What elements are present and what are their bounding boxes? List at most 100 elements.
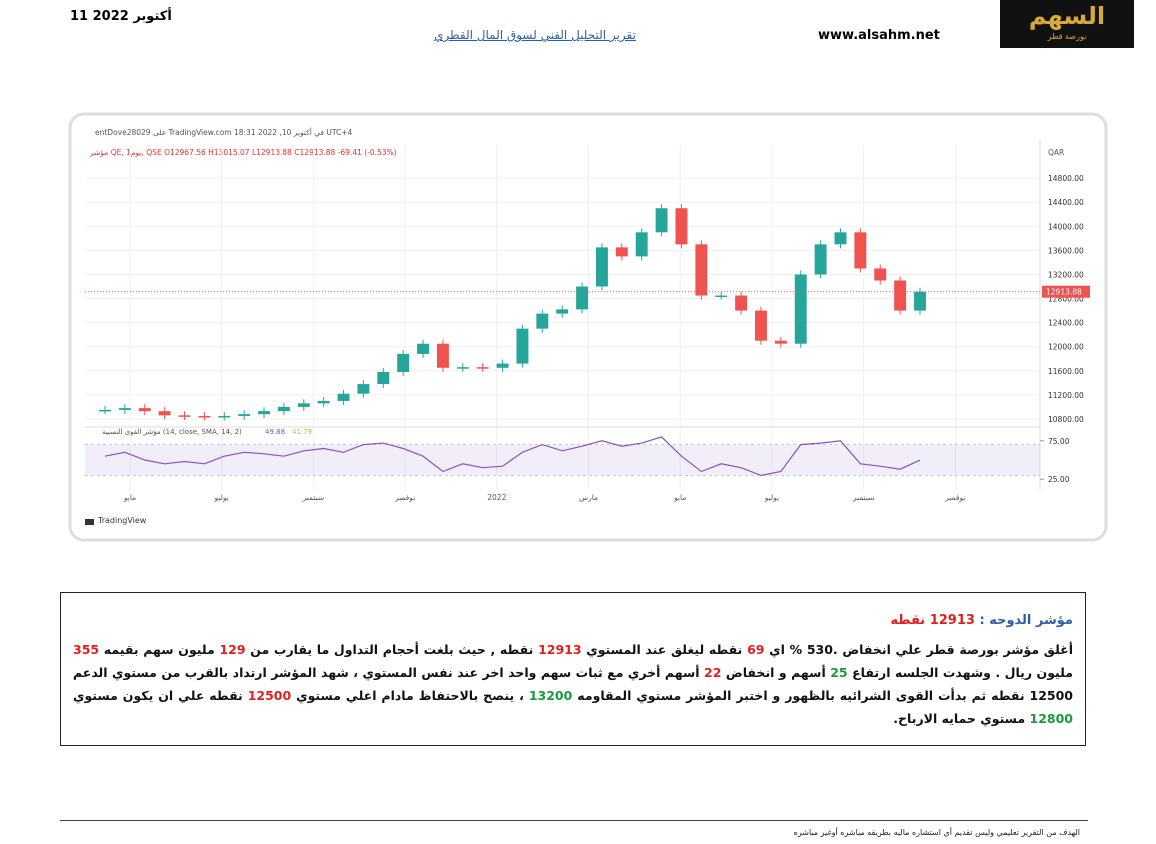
candle: [516, 328, 529, 364]
candle: [914, 291, 926, 311]
candle: [894, 280, 907, 311]
x-tick-label: يوليو: [764, 493, 779, 502]
chart: entDove28029 على TradingView.com 18:31 2…: [68, 112, 1108, 542]
rsi-value: 49.88: [265, 428, 285, 436]
report-text: ، ينصح بالاحتفاظ مادام اعلي مستوي: [291, 688, 529, 703]
report-text: 355: [73, 642, 100, 657]
report-text: 12913: [538, 642, 582, 657]
chart-symbol: مؤشر QE, 1يوم, QSE O12967.56 H13015.07 L…: [89, 148, 397, 157]
y-tick-label: 10800.00: [1048, 415, 1084, 424]
candle: [198, 415, 211, 418]
report-text: مليون سهم بقيمه: [99, 642, 220, 657]
report-text: أغلق مؤشر بورصة قطر علي انخفاض .530 % اي: [764, 642, 1073, 657]
site-url[interactable]: www.alsahm.net: [818, 28, 940, 43]
logo: السهم بورصة قطر: [1000, 0, 1134, 48]
x-tick-label: يوليو: [214, 493, 229, 502]
report-text: أسهم و انخفاض: [721, 665, 831, 680]
candle: [774, 340, 787, 344]
candle: [496, 363, 509, 368]
report-paragraph: أغلق مؤشر بورصة قطر علي انخفاض .530 % اي…: [73, 638, 1073, 730]
brand: TradingView: [97, 516, 147, 525]
x-tick-label: نوفمبر: [394, 493, 415, 502]
rsi-line: [104, 436, 921, 477]
chart-source: entDove28029 على TradingView.com 18:31 2…: [95, 127, 353, 137]
candle: [138, 408, 151, 412]
y-tick-label: 13200.00: [1048, 270, 1084, 279]
last-price-label: 12913.88: [1046, 288, 1082, 297]
report-title-label: مؤشر الدوحه :: [979, 613, 1073, 628]
report-text: أسهم أخري مع ثبات سهم واحد اخر عند نفس ا…: [73, 665, 1073, 703]
report-text: 12500: [247, 688, 292, 703]
candle: [99, 409, 111, 412]
x-tick-label: 2022: [487, 493, 506, 502]
candle: [675, 208, 688, 245]
y-tick-label: 12000.00: [1048, 343, 1084, 352]
report-text: 22: [704, 665, 722, 680]
report-text: نقطه ليغلق عند المستوي: [581, 642, 748, 657]
x-tick-label: مايو: [123, 493, 136, 502]
candle: [655, 208, 668, 233]
candle: [635, 232, 648, 257]
y-tick-label: 14800.00: [1048, 174, 1084, 183]
y-tick-label: 14000.00: [1048, 222, 1084, 231]
candle: [158, 411, 171, 416]
candle: [715, 295, 728, 298]
candle: [337, 393, 350, 401]
candle: [755, 310, 767, 341]
footer-note: الهدف من التقرير تعليمي وليس تقديم أي اس…: [793, 828, 1080, 837]
candle: [695, 244, 708, 296]
candle: [357, 384, 370, 394]
candle: [615, 247, 628, 257]
y-tick-label: 12800.00: [1048, 295, 1084, 304]
candle: [556, 309, 569, 314]
logo-text: السهم: [1028, 2, 1106, 30]
candle: [536, 313, 549, 329]
report-text: مليون ريال . وشهدت الجلسه ارتفاع: [847, 665, 1073, 680]
y-tick-label: 13600.00: [1048, 246, 1084, 255]
candle: [397, 353, 410, 373]
report-text: 129: [219, 642, 246, 657]
x-tick-label: مايو: [673, 493, 686, 502]
header-title: تقرير التحليل الفني لسوق المال القطري: [434, 28, 636, 42]
candle: [794, 274, 807, 344]
rsi-tick-label: 75.00: [1048, 437, 1070, 446]
candle: [238, 414, 251, 416]
logo-subtext: بورصة قطر: [1047, 32, 1087, 41]
y-tick-label: 11200.00: [1048, 391, 1084, 400]
x-tick-label: نوفمبر: [944, 493, 965, 502]
candle: [576, 286, 589, 310]
report-title-value: 12913 نقطه: [890, 613, 975, 628]
rsi-band: [85, 444, 1040, 476]
candle: [854, 232, 867, 269]
candle: [834, 232, 847, 245]
last-price-tag: [1042, 285, 1090, 298]
candle: [417, 343, 430, 354]
candle: [377, 372, 390, 385]
y-tick-label: 11600.00: [1048, 367, 1084, 376]
report-text: نقطه علي ان يكون مستوي: [73, 688, 248, 703]
brand-icon: [85, 519, 94, 525]
footer-rule: [60, 820, 1088, 821]
y-tick-label: 14400.00: [1048, 198, 1084, 207]
report-title: مؤشر الدوحه : 12913 نقطه: [73, 613, 1073, 628]
candle: [218, 415, 231, 418]
report-text: 12800: [1029, 711, 1074, 726]
report-text: مستوي حمايه الارباح.: [893, 711, 1030, 726]
report-text: نقطه , حيث بلغت أحجام التداول ما يقارب م…: [245, 642, 539, 657]
currency: QAR: [1048, 148, 1064, 157]
candle: [735, 295, 748, 311]
candle: [277, 406, 290, 412]
x-tick-label: مارس: [579, 493, 598, 502]
candle: [456, 367, 469, 369]
x-tick-label: سبتمبر: [302, 493, 325, 502]
report-box: مؤشر الدوحه : 12913 نقطه أغلق مؤشر بورصة…: [60, 592, 1086, 746]
candle: [178, 415, 191, 417]
report-date: 11 أكتوبر 2022: [70, 9, 172, 24]
candle: [317, 400, 330, 404]
report-text: 69: [747, 642, 765, 657]
rsi-label: مؤشر القوى النسبية (14, close, SMA, 14, …: [102, 428, 242, 436]
candle: [258, 411, 270, 415]
y-tick-label: 12400.00: [1048, 319, 1084, 328]
candle: [874, 268, 887, 281]
